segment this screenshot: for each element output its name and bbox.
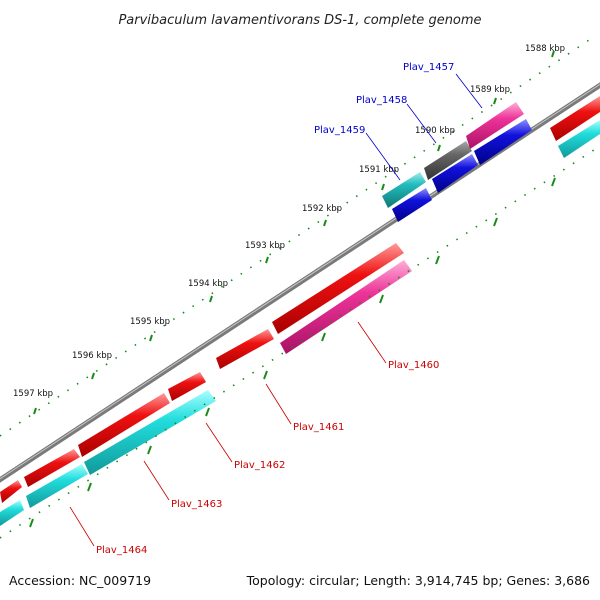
tick-mark bbox=[33, 407, 37, 415]
tick-mark bbox=[205, 407, 210, 417]
forward-features bbox=[0, 96, 600, 503]
leader-line bbox=[205, 422, 233, 463]
gene-label-plav-1463: Plav_1463 bbox=[171, 499, 222, 510]
gene-arrow-red bbox=[216, 329, 274, 369]
gene-label-plav-1460: Plav_1460 bbox=[388, 360, 439, 371]
tick-mark bbox=[551, 177, 556, 187]
gene-arrow-red bbox=[168, 372, 206, 401]
gene-arrow-magenta bbox=[280, 260, 412, 354]
scale-label: 1595 kbp bbox=[130, 317, 170, 327]
gene-label-plav-1459: Plav_1459 bbox=[314, 125, 365, 136]
leader-line bbox=[143, 460, 170, 501]
tick-mark bbox=[323, 219, 327, 227]
gene-label-plav-1462: Plav_1462 bbox=[234, 460, 285, 471]
reverse-features bbox=[0, 119, 600, 526]
scale-label: 1596 kbp bbox=[72, 351, 112, 361]
leader-line bbox=[357, 321, 387, 364]
tick-mark bbox=[493, 97, 497, 105]
tick-mark bbox=[29, 518, 34, 528]
tick-mark bbox=[551, 50, 555, 58]
gene-arrow-red bbox=[78, 393, 170, 457]
minor-tick-row bbox=[0, 35, 596, 437]
inner-tick-ring bbox=[29, 177, 556, 528]
gene-label-plav-1464: Plav_1464 bbox=[96, 545, 147, 556]
scale-label: 1597 kbp bbox=[13, 389, 53, 399]
map-title: Parvibaculum lavamentivorans DS-1, compl… bbox=[118, 13, 481, 28]
leader-line bbox=[455, 73, 483, 109]
scale-label: 1593 kbp bbox=[245, 241, 285, 251]
gene-label-plav-1457: Plav_1457 bbox=[403, 62, 454, 73]
scale-label: 1594 kbp bbox=[188, 279, 228, 289]
tick-mark bbox=[263, 370, 268, 380]
reverse-gene-labels: Plav_1460 Plav_1461 Plav_1462 Plav_1463 … bbox=[69, 321, 439, 556]
scale-label: 1592 kbp bbox=[302, 204, 342, 214]
tick-mark bbox=[379, 294, 384, 304]
accession-text: Accession: NC_009719 bbox=[9, 573, 151, 588]
outer-tick-ring bbox=[33, 50, 555, 415]
gene-arrow-gray bbox=[424, 141, 472, 180]
outer-minor-ticks bbox=[0, 35, 596, 437]
gene-label-plav-1461: Plav_1461 bbox=[293, 422, 344, 433]
gene-arrow-red bbox=[24, 449, 80, 487]
forward-gene-labels: Plav_1457 Plav_1458 Plav_1459 bbox=[314, 62, 483, 181]
scale-labels: 1588 kbp 1589 kbp 1590 kbp 1591 kbp 1592… bbox=[13, 44, 565, 399]
tick-mark bbox=[493, 217, 498, 227]
tick-mark bbox=[91, 372, 95, 380]
leader-line bbox=[365, 132, 401, 181]
tick-mark bbox=[381, 183, 385, 191]
tick-mark bbox=[437, 144, 441, 152]
tick-mark bbox=[435, 255, 440, 265]
gene-arrow-red bbox=[0, 480, 22, 503]
gene-arrow-cyan bbox=[84, 390, 216, 475]
scale-label: 1589 kbp bbox=[470, 85, 510, 95]
leader-line bbox=[69, 506, 95, 547]
leader-line bbox=[265, 383, 292, 425]
gene-arrow-blue bbox=[432, 154, 478, 193]
tick-mark bbox=[321, 332, 326, 342]
gene-arrow-cyan bbox=[26, 464, 88, 508]
tick-mark bbox=[147, 445, 152, 455]
scale-label: 1591 kbp bbox=[359, 165, 399, 175]
gene-arrow-cyan bbox=[0, 500, 24, 526]
tick-mark bbox=[265, 256, 269, 264]
gene-arrow-magenta bbox=[466, 102, 524, 149]
leader-line bbox=[406, 103, 437, 144]
gene-arrow-cyan bbox=[558, 120, 600, 158]
gene-arrow-red bbox=[272, 243, 404, 334]
tick-mark bbox=[209, 295, 213, 303]
gene-arrow-blue bbox=[474, 119, 532, 165]
gene-label-plav-1458: Plav_1458 bbox=[356, 95, 407, 106]
gene-arrow-blue bbox=[392, 188, 432, 222]
scale-label: 1590 kbp bbox=[415, 126, 455, 136]
tick-mark bbox=[87, 482, 92, 492]
tick-mark bbox=[149, 334, 153, 342]
gene-arrow-teal bbox=[382, 172, 426, 208]
scale-label: 1588 kbp bbox=[525, 44, 565, 54]
gene-arrow-red bbox=[550, 96, 600, 141]
genome-summary-text: Topology: circular; Length: 3,914,745 bp… bbox=[246, 573, 590, 588]
